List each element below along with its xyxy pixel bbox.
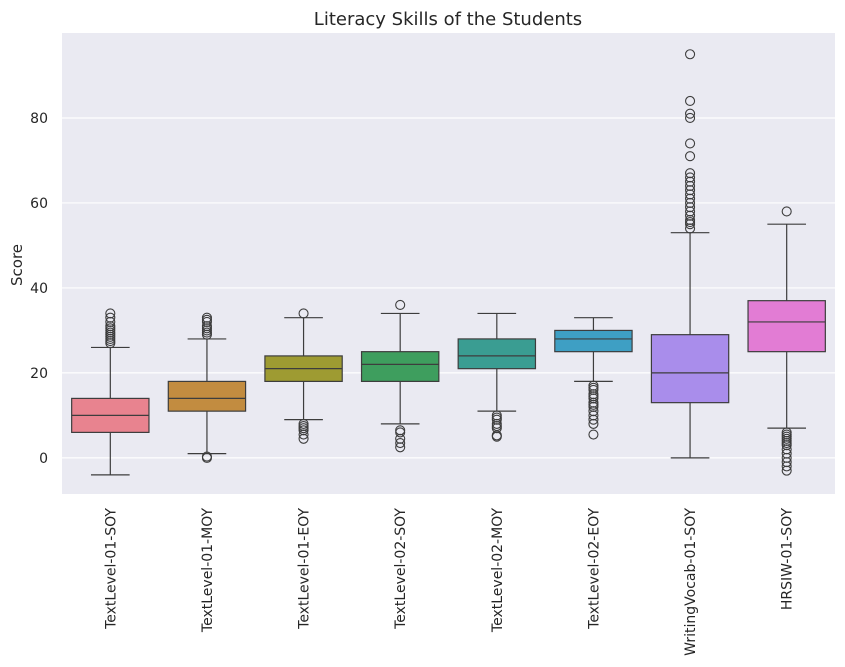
box-1: [71, 308, 150, 476]
outlier-point: [685, 112, 696, 124]
outlier-point: [781, 206, 792, 217]
outlier-point: [395, 437, 406, 449]
outlier-point: [201, 451, 212, 462]
iqr-box: [457, 338, 537, 370]
x-tick-label: TextLevel-01-SOY: [103, 508, 119, 630]
outlier-point: [685, 172, 696, 183]
x-tick-label: TextLevel-01-MOY: [200, 508, 216, 634]
y-tick-label: 80: [30, 111, 48, 127]
y-tick-label: 0: [39, 451, 48, 467]
chart-title: Literacy Skills of the Students: [314, 9, 582, 30]
x-tick-label: TextLevel-02-SOY: [393, 508, 409, 630]
box-6: [554, 317, 633, 440]
boxes-group: [71, 49, 826, 476]
iqr-box: [650, 334, 730, 404]
y-axis-label: Score: [8, 244, 26, 286]
plot-area: [62, 33, 835, 494]
y-tick-labels: 0 20 40 60 80: [30, 111, 48, 467]
y-tick-label: 20: [30, 366, 48, 382]
outlier-point: [298, 418, 309, 429]
outlier-point: [588, 429, 599, 440]
outlier-point: [781, 427, 792, 438]
outlier-point: [685, 108, 696, 119]
outlier-point: [685, 138, 696, 149]
box-5: [457, 312, 537, 442]
iqr-box: [554, 329, 633, 353]
outlier-point: [685, 168, 696, 179]
iqr-box: [167, 380, 247, 412]
box-8: [747, 206, 826, 476]
outlier-point: [685, 95, 696, 107]
iqr-box: [747, 300, 826, 353]
x-tick-label: TextLevel-02-MOY: [490, 508, 506, 634]
outlier-point: [395, 425, 406, 436]
outlier-point: [685, 49, 696, 60]
y-tick-label: 40: [30, 281, 48, 297]
outlier-point: [105, 308, 116, 319]
outlier-point: [105, 312, 116, 323]
box-2: [167, 312, 247, 463]
outlier-point: [685, 151, 696, 162]
x-tick-labels: TextLevel-01-SOY TextLevel-01-MOY TextLeve…: [103, 508, 795, 656]
outlier-point: [588, 380, 599, 391]
outlier-point: [491, 410, 502, 421]
x-tick-label: HRSIW-01-SOY: [780, 508, 796, 611]
x-tick-label: WritingVocab-01-SOY: [683, 508, 699, 656]
outlier-point: [395, 299, 406, 310]
outlier-point: [298, 308, 309, 319]
iqr-box: [360, 351, 440, 383]
box-3: [264, 308, 343, 444]
y-tick-label: 60: [30, 196, 48, 212]
outlier-point: [201, 312, 212, 323]
box-4: [360, 299, 440, 453]
x-tick-label: TextLevel-01-EOY: [297, 508, 313, 630]
x-tick-label: TextLevel-02-EOY: [586, 508, 602, 630]
box-7: [650, 49, 730, 459]
